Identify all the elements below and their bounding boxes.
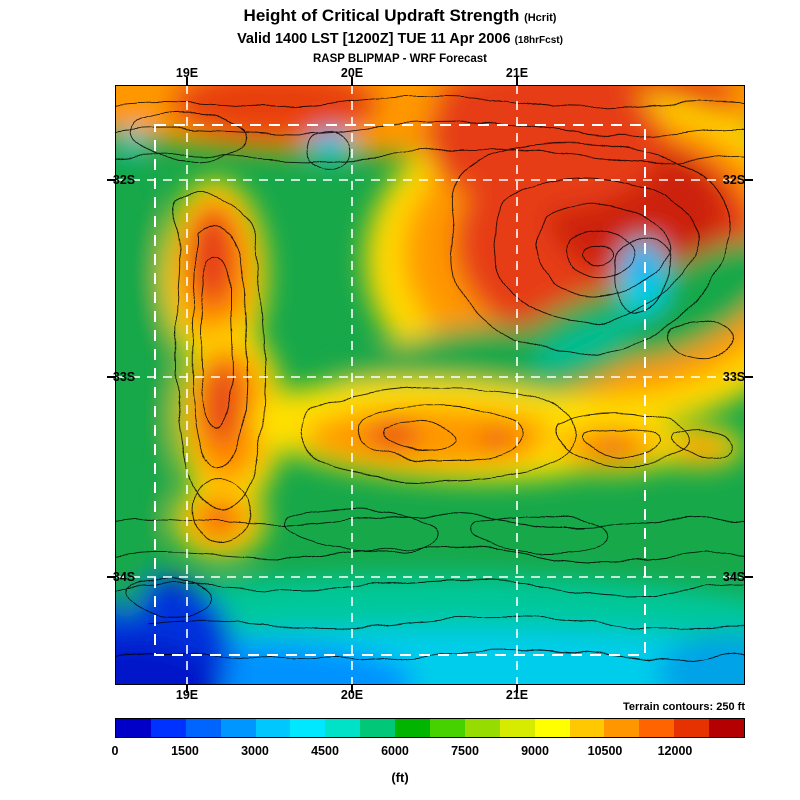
colorbar-unit: (ft) <box>391 770 409 785</box>
colorbar-tick-label: 9000 <box>521 744 549 758</box>
colorbar-segment <box>674 719 710 737</box>
colorbar-segment <box>290 719 326 737</box>
map-border <box>115 85 745 685</box>
x-label-top-20e: 20E <box>340 66 364 80</box>
colorbar <box>115 718 745 738</box>
model-line: RASP BLIPMAP - WRF Forecast <box>312 53 488 65</box>
valid-suffix: (18hrFcst) <box>514 35 563 46</box>
forecast-map <box>107 77 753 693</box>
x-label-top-19e: 19E <box>175 66 199 80</box>
valid-line: Valid 1400 LST [1200Z] TUE 11 Apr 2006 (… <box>0 31 800 47</box>
y-label-left-32s: 32S <box>112 173 136 187</box>
colorbar-labels: 0 1500 3000 4500 6000 7500 9000 10500 12000 <box>111 744 745 760</box>
colorbar-tick-label: 12000 <box>657 744 693 758</box>
y-label-left-34s: 34S <box>112 570 136 584</box>
colorbar-segment <box>360 719 396 737</box>
page-title: Height of Critical Updraft Strength (Hcr… <box>0 6 800 26</box>
colorbar-tick-label: 6000 <box>381 744 409 758</box>
title-suffix: (Hcrit) <box>524 12 557 24</box>
colorbar-segment <box>150 719 186 737</box>
colorbar-tick-label: 4500 <box>311 744 339 758</box>
colorbar-segment <box>220 719 256 737</box>
colorbar-segment <box>604 719 640 737</box>
y-label-right-32s: 32S <box>722 173 746 187</box>
colorbar-tick-label: 3000 <box>241 744 269 758</box>
x-label-top-21e: 21E <box>505 66 529 80</box>
x-label-bottom-21e: 21E <box>505 688 529 702</box>
domain-boundary <box>154 124 646 656</box>
colorbar-tick-label: 7500 <box>451 744 479 758</box>
colorbar-segment <box>499 719 535 737</box>
colorbar-segment <box>709 719 745 737</box>
colorbar-segment <box>255 719 291 737</box>
y-label-right-33s: 33S <box>722 370 746 384</box>
y-label-right-34s: 34S <box>722 570 746 584</box>
colorbar-segment <box>639 719 675 737</box>
terrain-note: Terrain contours: 250 ft <box>622 701 745 713</box>
valid-text: Valid 1400 LST [1200Z] TUE 11 Apr 2006 <box>237 31 511 47</box>
colorbar-segment <box>395 719 431 737</box>
colorbar-segment <box>569 719 605 737</box>
axis-ticks <box>107 77 753 693</box>
y-label-left-33s: 33S <box>112 370 136 384</box>
colorbar-tick-label: 1500 <box>171 744 199 758</box>
x-label-bottom-19e: 19E <box>175 688 199 702</box>
graticule <box>115 85 745 685</box>
colorbar-segment <box>430 719 465 737</box>
title-text: Height of Critical Updraft Strength <box>243 6 520 25</box>
colorbar-segment <box>325 719 361 737</box>
colorbar-segment <box>464 719 500 737</box>
colorbar-tick-label: 10500 <box>587 744 623 758</box>
colorbar-segment <box>534 719 570 737</box>
colorbar-segment <box>116 719 151 737</box>
colorbar-segment <box>185 719 221 737</box>
x-label-bottom-20e: 20E <box>340 688 364 702</box>
colorbar-tick-label: 0 <box>111 744 119 758</box>
